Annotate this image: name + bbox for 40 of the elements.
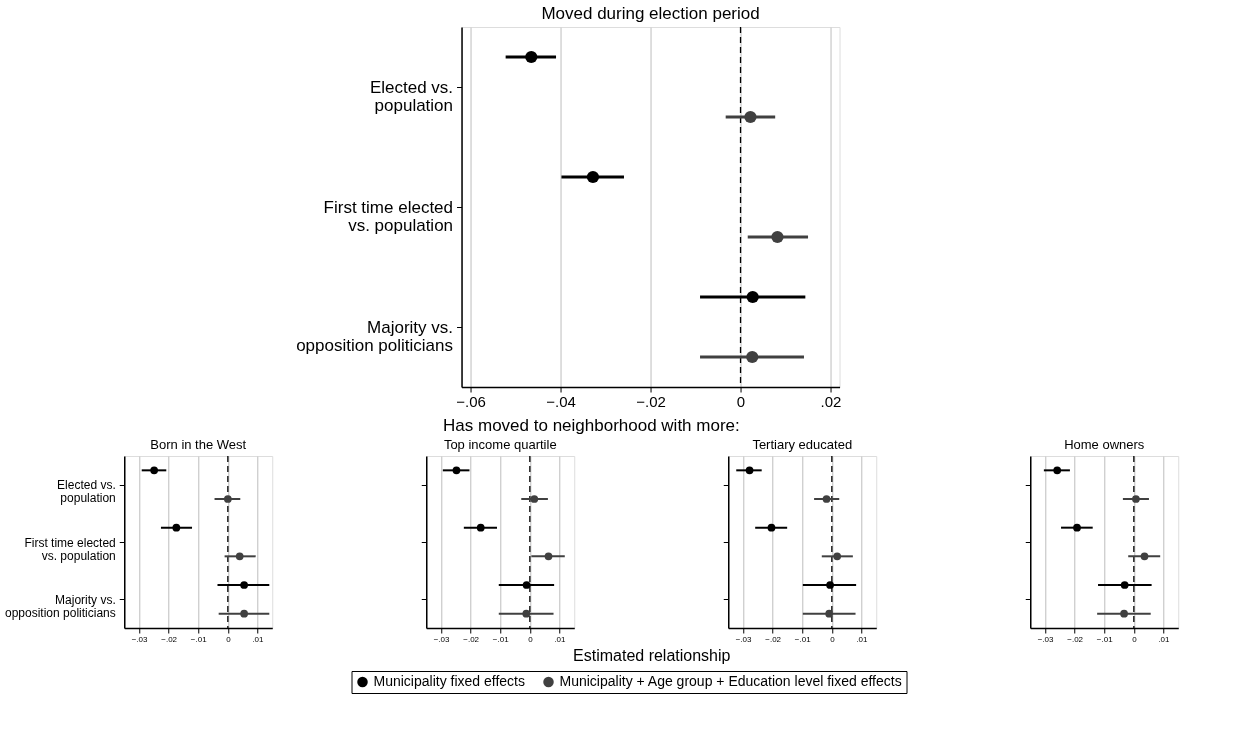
x-tick-label: −.02 xyxy=(636,392,666,410)
x-tick-label: −.04 xyxy=(546,392,576,410)
y-tick-label: Majority vs. opposition politicians xyxy=(296,317,454,355)
x-tick-label: .01 xyxy=(252,634,265,644)
x-tick-label: −.03 xyxy=(131,634,148,644)
y-tick-label: Elected vs. population xyxy=(369,77,454,115)
x-tick-label: .01 xyxy=(856,634,869,644)
x-tick-label: 0 xyxy=(736,392,746,410)
x-tick-label: .01 xyxy=(554,634,567,644)
x-tick-label: 0 xyxy=(1132,634,1138,644)
x-tick-label: .02 xyxy=(820,392,842,410)
x-tick-label: .01 xyxy=(1158,634,1171,644)
chart-title: Moved during election period xyxy=(541,4,760,24)
chart-title: Tertiary educated xyxy=(752,437,853,453)
x-tick-label: −.03 xyxy=(735,634,752,644)
x-tick-label: 0 xyxy=(528,634,534,644)
x-tick-label: −.01 xyxy=(190,634,208,644)
x-tick-label: −.02 xyxy=(765,634,782,644)
x-tick-label: −.02 xyxy=(463,634,480,644)
text: Has moved to neighborhood with more: xyxy=(443,415,740,435)
x-tick-label: 0 xyxy=(830,634,836,644)
x-tick-label: −.03 xyxy=(1037,634,1054,644)
chart-title: Born in the West xyxy=(150,437,247,453)
legend-label: Municipality + Age group + Education level fixed effects xyxy=(559,673,902,689)
y-tick-label: First time elected vs. population xyxy=(24,535,116,563)
x-tick-label: −.06 xyxy=(456,392,486,410)
chart-title: Home owners xyxy=(1064,437,1145,453)
x-tick-label: 0 xyxy=(226,634,232,644)
x-tick-label: −.02 xyxy=(161,634,178,644)
x-tick-label: −.02 xyxy=(1067,634,1084,644)
x-tick-label: −.01 xyxy=(794,634,812,644)
x-tick-label: −.03 xyxy=(433,634,450,644)
y-tick-label: First time elected vs. population xyxy=(323,197,454,235)
legend-label: Municipality fixed effects xyxy=(373,673,525,689)
y-tick-label: Majority vs. opposition politicians xyxy=(5,592,116,620)
x-tick-label: −.01 xyxy=(1096,634,1114,644)
y-tick-label: Elected vs. population xyxy=(57,478,116,506)
x-tick-label: −.01 xyxy=(492,634,510,644)
chart-title: Top income quartile xyxy=(443,437,557,453)
x-axis-title: Estimated relationship xyxy=(573,646,731,664)
